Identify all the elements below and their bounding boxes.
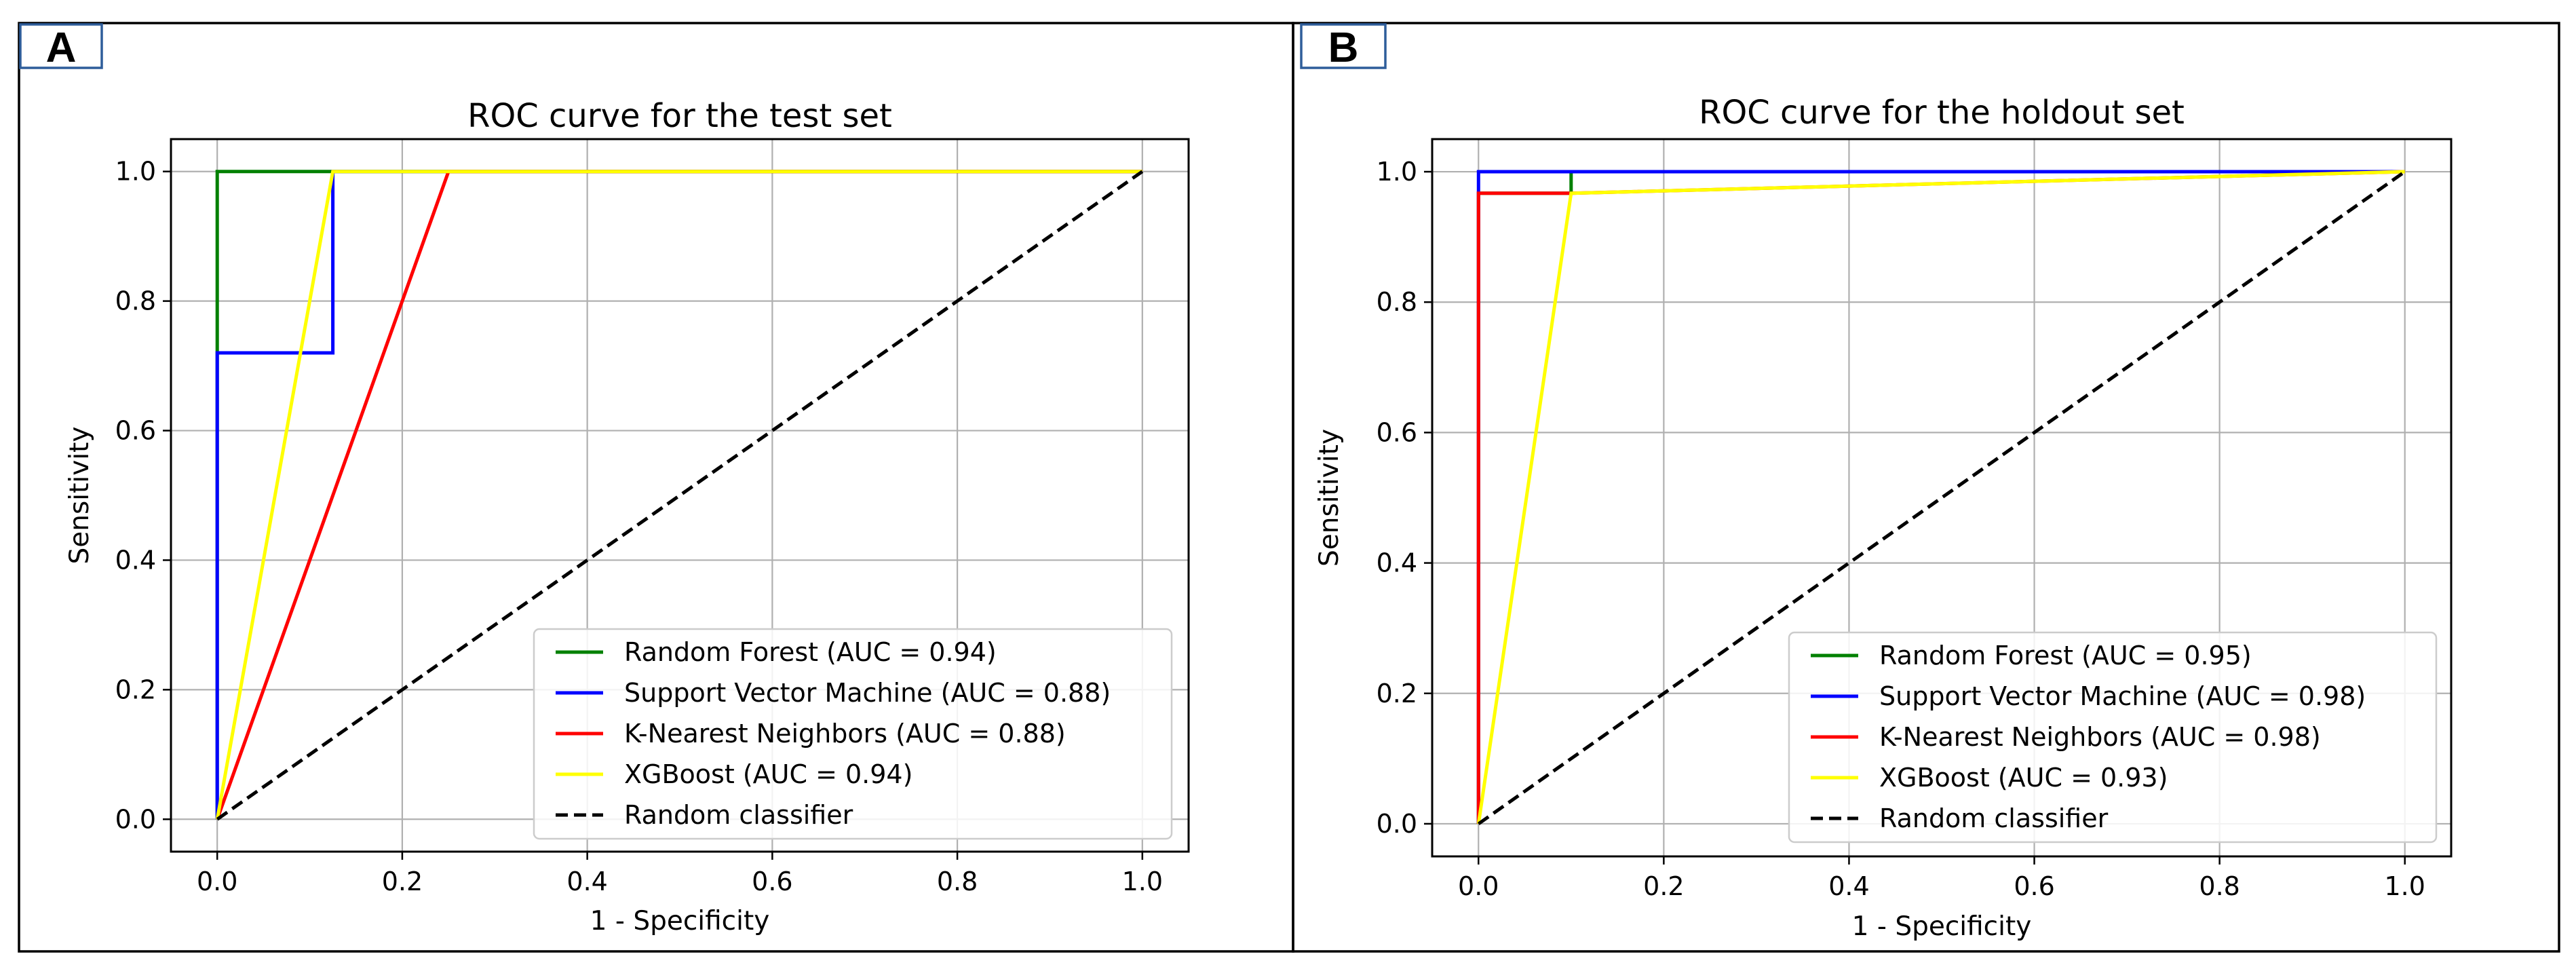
x-tick-label: 0.0: [197, 867, 237, 896]
axes-frame: [1431, 138, 2453, 858]
panel-a-chart: 0.0 0.2 0.4 0.6 0.8 1.0 0.0 0.2 0.4 0.6 0.8 1.0 ROC …: [64, 97, 1190, 936]
panel-b-letter: B: [1328, 24, 1359, 71]
y-tick-label: 0.2: [115, 675, 156, 704]
y-tick-label: 1.0: [1377, 157, 1417, 187]
legend-label: Random classifier: [1879, 803, 2109, 833]
y-tick-label: 0.4: [115, 545, 156, 575]
legend-label: Random classifier: [624, 800, 853, 830]
x-tick-label: 0.8: [937, 867, 978, 896]
roc-line-random-classifier: [1477, 170, 2406, 826]
panel-a-letter-box: [19, 23, 103, 69]
y-tick-label: 0.0: [1377, 809, 1417, 839]
roc-line-xgboost: [1476, 170, 2405, 824]
y-tick-label: 0.4: [1377, 548, 1417, 578]
legend-label: XGBoost (AUC = 0.94): [624, 759, 912, 789]
y-tick-label: 0.8: [115, 286, 156, 316]
panel-b-chart: 0.0 0.2 0.4 0.6 0.8 1.0 0.0 0.2 0.4 0.6 0.8 1.0 ROC …: [1314, 94, 2453, 942]
axes-frame: [170, 138, 1190, 853]
x-tick-label: 1.0: [1122, 867, 1163, 896]
x-tick-label: 0.6: [2014, 871, 2054, 901]
y-tick-label: 1.0: [115, 157, 156, 187]
y-axis-label: Sensitivity: [64, 426, 95, 564]
x-axis-label: 1 - Specificity: [1852, 911, 2032, 942]
chart-title: ROC curve for the test set: [467, 97, 892, 135]
x-tick-label: 0.0: [1458, 871, 1499, 901]
panel-a-letter: A: [46, 24, 77, 71]
panel-b-letter-box: [1300, 23, 1387, 69]
x-tick-label: 0.4: [566, 867, 607, 896]
y-axis-label: Sensitivity: [1314, 429, 1345, 567]
x-tick-label: 0.4: [1828, 871, 1869, 901]
legend-label: XGBoost (AUC = 0.93): [1879, 763, 2168, 793]
legend-box: [533, 628, 1173, 840]
legend-label: Support Vector Machine (AUC = 0.88): [624, 678, 1111, 708]
x-tick-label: 0.2: [1643, 871, 1684, 901]
y-tick-label: 0.2: [1377, 679, 1417, 708]
legend-label: Random Forest (AUC = 0.94): [624, 637, 997, 667]
legend-label: K-Nearest Neighbors (AUC = 0.88): [624, 719, 1066, 748]
legend-label: Support Vector Machine (AUC = 0.98): [1879, 681, 2366, 711]
x-tick-label: 1.0: [2385, 871, 2425, 901]
roc-line-xgboost: [215, 170, 1142, 820]
legend-label: Random Forest (AUC = 0.95): [1879, 641, 2252, 670]
x-tick-label: 0.6: [752, 867, 792, 896]
x-tick-label: 0.2: [382, 867, 423, 896]
y-tick-label: 0.8: [1377, 287, 1417, 317]
chart-title: ROC curve for the holdout set: [1699, 94, 2185, 132]
y-tick-label: 0.6: [115, 416, 156, 446]
x-axis-label: 1 - Specificity: [590, 906, 770, 936]
legend-box: [1788, 631, 2438, 843]
y-tick-label: 0.6: [1377, 417, 1417, 447]
panel-b-border: [1292, 22, 2560, 953]
legend-label: K-Nearest Neighbors (AUC = 0.98): [1879, 722, 2321, 752]
x-tick-label: 0.8: [2199, 871, 2239, 901]
y-tick-label: 0.0: [115, 804, 156, 834]
roc-line-random-classifier: [216, 170, 1144, 821]
